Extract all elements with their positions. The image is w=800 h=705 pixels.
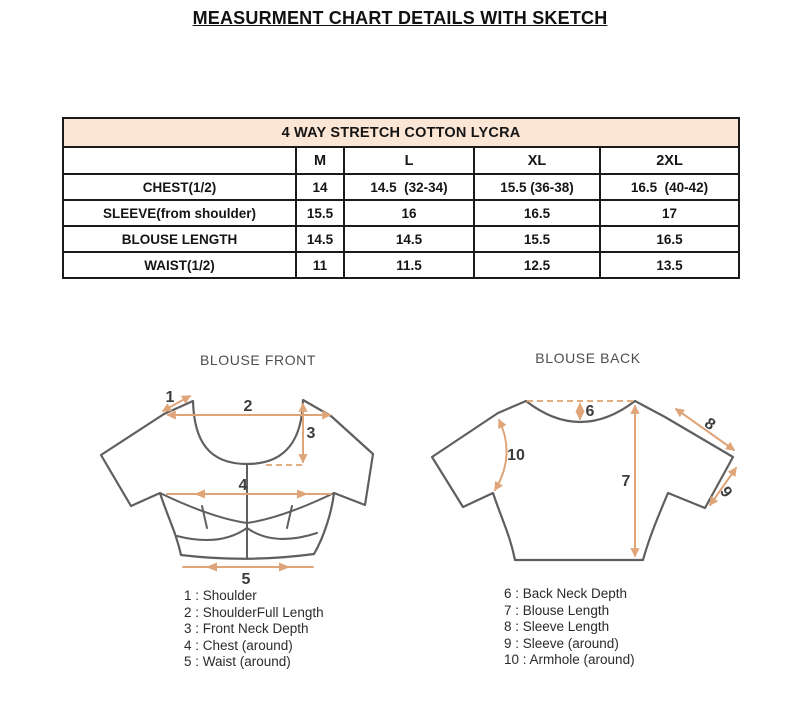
legend-item: 9 : Sleeve (around) (504, 635, 619, 651)
cell: 13.5 (599, 251, 740, 279)
cell: 16 (343, 199, 475, 227)
legend-item: 3 : Front Neck Depth (184, 621, 309, 636)
cell: 14.5 (32-34) (343, 173, 475, 201)
front-blouse-outline (99, 398, 375, 560)
measure-arrow-sleeve-length (674, 408, 736, 451)
back-marker-8: 8 (701, 415, 718, 434)
legend-item: 8 : Sleeve Length (504, 619, 610, 634)
cell: 11.5 (343, 251, 475, 279)
table-header-row: M L XL 2XL (62, 146, 740, 175)
back-blouse-outline (430, 399, 735, 562)
cell: 14.5 (343, 225, 475, 253)
front-marker-3: 3 (307, 425, 316, 442)
column-header-m: M (295, 146, 345, 175)
blouse-front-sketch: 1 2 3 4 5 (99, 389, 375, 588)
table-row-sleeve: SLEEVE(from shoulder) 15.5 16 16.5 17 (62, 199, 740, 227)
row-label: BLOUSE LENGTH (62, 225, 297, 253)
waist-arrowhead-left (206, 562, 217, 572)
front-legend: 1 : Shoulder 2 : ShoulderFull Length 3 :… (184, 588, 324, 671)
front-marker-5: 5 (242, 571, 251, 588)
front-marker-1: 1 (166, 389, 175, 406)
cell: 14 (295, 173, 345, 201)
size-chart-table: 4 WAY STRETCH COTTON LYCRA M L XL 2XL CH… (62, 117, 740, 279)
row-label: CHEST(1/2) (62, 173, 297, 201)
back-marker-9: 9 (716, 484, 735, 501)
blouse-back-sketch: 6 7 8 9 10 (430, 399, 737, 562)
back-sketch-title: BLOUSE BACK (535, 350, 641, 366)
table-row-blouse-length: BLOUSE LENGTH 14.5 14.5 15.5 16.5 (62, 225, 740, 253)
table-row-waist: WAIST(1/2) 11 11.5 12.5 13.5 (62, 251, 740, 279)
table-title: 4 WAY STRETCH COTTON LYCRA (62, 117, 740, 148)
measure-arrow-armhole (494, 418, 508, 492)
front-marker-4: 4 (239, 477, 248, 494)
front-marker-2: 2 (244, 398, 253, 415)
back-marker-10: 10 (507, 447, 525, 464)
measure-arrow-shoulder (161, 395, 192, 412)
legend-item: 2 : ShoulderFull Length (184, 604, 324, 620)
measure-arrow-sleeve-around (709, 466, 737, 507)
cell: 12.5 (473, 251, 601, 279)
table-row-chest: CHEST(1/2) 14 14.5 (32-34) 15.5 (36-38) … (62, 173, 740, 201)
row-label: WAIST(1/2) (62, 251, 297, 279)
front-underbust-right (246, 527, 318, 540)
chest-arrowhead-right (297, 489, 308, 499)
front-bust-curve-left (159, 492, 248, 524)
legend-item: 6 : Back Neck Depth (504, 586, 628, 601)
column-header-xl: XL (473, 146, 601, 175)
back-legend: 6 : Back Neck Depth 7 : Blouse Length 8 … (504, 586, 635, 669)
cell: 15.5 (295, 199, 345, 227)
cell: 16.5 (473, 199, 601, 227)
column-header-l: L (343, 146, 475, 175)
cell: 11 (295, 251, 345, 279)
column-header-2xl: 2XL (599, 146, 740, 175)
back-marker-6: 6 (586, 403, 595, 420)
row-label: SLEEVE(from shoulder) (62, 199, 297, 227)
front-dart-right (286, 505, 293, 529)
column-header-blank (62, 146, 297, 175)
front-dart-left (201, 505, 208, 529)
legend-item: 5 : Waist (around) (184, 654, 291, 669)
legend-item: 4 : Chest (around) (184, 637, 293, 653)
cell: 15.5 (473, 225, 601, 253)
back-marker-7: 7 (622, 473, 631, 490)
cell: 15.5 (36-38) (473, 173, 601, 201)
legend-item: 7 : Blouse Length (504, 602, 610, 618)
legend-item: 10 : Armhole (around) (504, 652, 635, 667)
waist-arrowhead-right (279, 562, 290, 572)
legend-item: 1 : Shoulder (184, 588, 257, 603)
table-title-row: 4 WAY STRETCH COTTON LYCRA (62, 117, 740, 148)
cell: 16.5 (40-42) (599, 173, 740, 201)
front-underbust-left (176, 527, 248, 541)
chest-arrowhead-left (194, 489, 205, 499)
front-sketch-title: BLOUSE FRONT (199, 352, 317, 368)
cell: 17 (599, 199, 740, 227)
front-bust-curve-right (246, 492, 335, 524)
cell: 14.5 (295, 225, 345, 253)
cell: 16.5 (599, 225, 740, 253)
page-title: MEASURMENT CHART DETAILS WITH SKETCH (192, 8, 608, 28)
